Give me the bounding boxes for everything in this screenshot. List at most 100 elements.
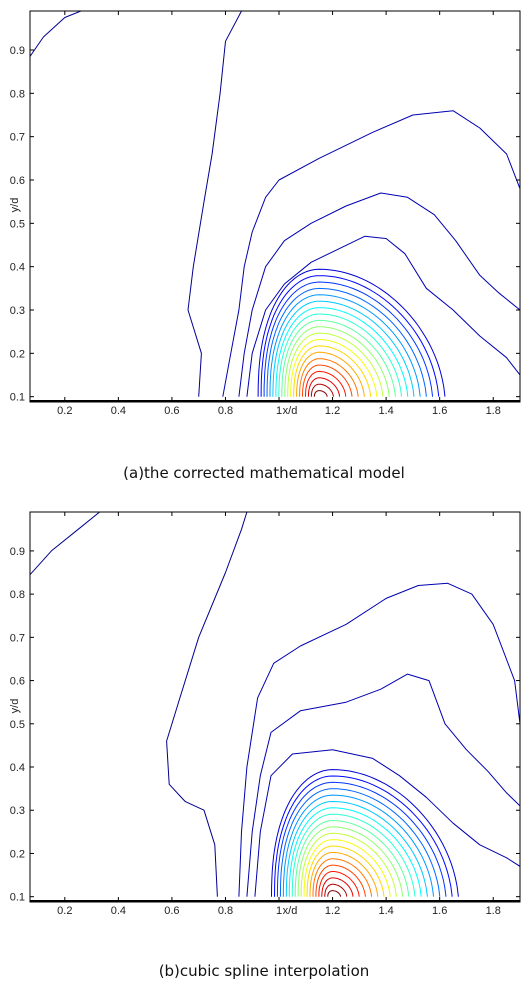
contour-line-level-8 <box>294 820 410 897</box>
x-tick-label: 1.6 <box>432 905 447 917</box>
contour-line-level-1 <box>260 275 440 397</box>
x-tick-label: 1.4 <box>378 405 393 417</box>
x-axis-label-b: x/d <box>283 905 298 917</box>
contour-line-level-2 <box>263 281 434 397</box>
x-tick-label: 1.8 <box>486 405 501 417</box>
y-tick-label: 0.2 <box>10 348 25 360</box>
contour-line-level-7 <box>278 313 403 397</box>
x-tick-label: 0.2 <box>57 405 72 417</box>
y-tick-label: 0.9 <box>10 45 25 57</box>
y-tick-label: 0.3 <box>10 305 25 317</box>
contour-line-level-1 <box>274 775 453 897</box>
x-tick-label: 0.6 <box>164 905 179 917</box>
contour-line-level-18 <box>324 883 348 897</box>
contour-line-level-15 <box>315 864 366 897</box>
contour-line-level-3 <box>266 287 427 397</box>
contour-line-outer-4 <box>254 749 520 897</box>
y-tick-label: 0.6 <box>10 175 25 187</box>
y-tick-label: 0.7 <box>10 132 25 144</box>
x-tick-label: 1 <box>276 405 282 417</box>
x-tick-label: 0.8 <box>218 905 233 917</box>
contour-line-level-5 <box>285 800 428 897</box>
contour-line-outer-0 <box>30 512 100 576</box>
contour-line-outer-2 <box>238 582 520 897</box>
x-tick-label: 0.4 <box>111 905 126 917</box>
contour-line-level-13 <box>296 351 365 397</box>
contour-line-level-4 <box>282 794 435 897</box>
contour-line-level-14 <box>312 858 373 897</box>
contour-line-level-5 <box>272 300 415 397</box>
x-tick-label: 0.4 <box>111 405 126 417</box>
caption-b: (b)cubic spline interpolation <box>159 962 370 980</box>
contour-line-level-13 <box>309 851 379 897</box>
x-axis-label-a: x/d <box>283 405 298 417</box>
y-tick-label: 0.4 <box>10 762 25 774</box>
contour-line-outer-1 <box>166 512 248 897</box>
x-tick-label: 1.4 <box>378 905 393 917</box>
y-axis-label-a: y/d <box>9 198 21 213</box>
contour-line-level-0 <box>257 268 446 397</box>
contour-line-level-9 <box>284 326 390 397</box>
contour-line-level-11 <box>303 839 391 897</box>
contour-line-level-2 <box>276 781 447 897</box>
contour-plot-b: 0.2 0.4 0.6 0.8 1 1.2 1.4 1.6 1.8 0.10.20.30.40.… <box>9 511 521 980</box>
contour-line-level-0 <box>271 769 459 897</box>
y-tick-label: 0.1 <box>10 892 25 904</box>
y-tick-label: 0.4 <box>10 262 25 274</box>
contour-line-outer-3 <box>238 192 520 397</box>
contour-line-level-17 <box>321 877 354 897</box>
y-axis-label-b: y/d <box>9 699 21 714</box>
contour-line-level-11 <box>290 338 378 397</box>
y-tick-label: 0.7 <box>10 632 25 644</box>
contour-line-level-4 <box>269 294 421 397</box>
contour-line-level-6 <box>275 307 409 397</box>
contour-line-outer-1 <box>187 11 242 397</box>
x-tick-label: 1.2 <box>325 405 340 417</box>
contour-line-level-12 <box>293 345 372 397</box>
contour-line-level-16 <box>318 871 360 897</box>
x-ticks-b: 0.2 0.4 0.6 0.8 1 1.2 1.4 1.6 1.8 <box>57 512 501 917</box>
x-tick-label: 0.2 <box>57 905 72 917</box>
contour-line-level-15 <box>302 364 353 397</box>
contour-line-level-18 <box>310 383 334 397</box>
plot-frame-b <box>29 511 521 903</box>
x-tick-label: 1.8 <box>486 905 501 917</box>
contour-line-level-10 <box>287 332 384 397</box>
contour-line-level-19 <box>327 890 342 897</box>
contour-lines-b <box>30 512 520 897</box>
x-tick-label: 1.2 <box>325 905 340 917</box>
x-tick-label: 0.6 <box>164 405 179 417</box>
contour-line-outer-2 <box>222 110 520 397</box>
y-tick-label: 0.5 <box>10 719 25 731</box>
contour-line-outer-0 <box>30 11 82 57</box>
y-tick-label: 0.8 <box>10 88 25 100</box>
x-tick-label: 1.6 <box>432 405 447 417</box>
contour-plot-a: 0.2 0.4 0.6 0.8 1 1.2 1.4 1.6 1.8 0.10.20.30.40.… <box>9 10 521 482</box>
y-tick-label: 0.2 <box>10 848 25 860</box>
contour-line-level-14 <box>299 358 359 397</box>
contour-line-level-10 <box>300 832 397 897</box>
contour-line-level-3 <box>279 788 441 897</box>
y-ticks-b: 0.1 0.2 0.3 0.4 0.5 0.6 0.7 0.8 0.9 <box>10 546 520 904</box>
contour-line-level-6 <box>288 807 422 897</box>
plot-frame-a <box>29 10 521 403</box>
y-tick-label: 0.8 <box>10 589 25 601</box>
x-tick-label: 0.8 <box>218 405 233 417</box>
contour-line-level-19 <box>313 390 328 397</box>
y-tick-label: 0.9 <box>10 546 25 558</box>
contour-line-level-9 <box>297 826 404 897</box>
contour-line-level-17 <box>307 377 341 397</box>
contour-lines-a <box>30 11 520 397</box>
y-ticks-a: 0.1 0.2 0.3 0.4 0.5 0.6 0.7 0.8 0.9 <box>10 45 520 404</box>
x-ticks-a: 0.2 0.4 0.6 0.8 1 1.2 1.4 1.6 1.8 <box>57 11 501 417</box>
y-tick-label: 0.1 <box>10 392 25 404</box>
contour-line-level-12 <box>306 845 385 897</box>
contour-line-level-8 <box>281 319 396 397</box>
y-tick-label: 0.5 <box>10 218 25 230</box>
caption-a: (a)the corrected mathematical model <box>123 464 405 482</box>
y-tick-label: 0.3 <box>10 805 25 817</box>
contour-line-level-16 <box>305 370 347 397</box>
contour-line-outer-3 <box>246 673 520 897</box>
contour-line-outer-4 <box>246 235 520 397</box>
